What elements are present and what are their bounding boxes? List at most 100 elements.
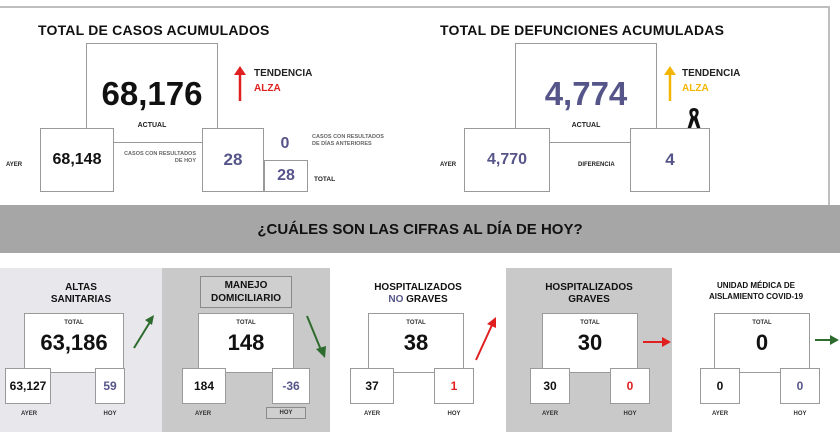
panel-hoy-box: 0 [780, 368, 820, 404]
panel-ayer-value: 184 [193, 379, 215, 393]
panel-title-line2: DOMICILIARIO [211, 293, 281, 304]
panel-ayer-label: AYER [363, 411, 381, 417]
cases-trend-up-arrow-icon [234, 66, 246, 101]
panel-hoy-box: 59 [95, 368, 125, 404]
panel-ayer-box: 63,127 [5, 368, 51, 404]
cases-today-results-label: CASOS CON RESULTADOS DE HOY [124, 151, 196, 164]
deaths-actual-box: 4,774 ACTUAL [515, 43, 657, 143]
panel-hoy-box: 1 [434, 368, 474, 404]
panel-title-line1: UNIDAD MÉDICA DE [717, 281, 795, 290]
cases-previous-days-label: CASOS CON RESULTADOS DE DÍAS ANTERIORES [312, 134, 384, 147]
panel-total-value: 38 [403, 330, 429, 355]
panel-title-line2: GRAVES [568, 294, 610, 305]
panel-total-label: TOTAL [64, 320, 84, 326]
panel-hoy-box: 0 [610, 368, 650, 404]
panel-total-label: TOTAL [406, 320, 426, 326]
panel-ayer-label: AYER [711, 411, 729, 417]
question-banner: ¿CUÁLES SON LAS CIFRAS AL DÍA DE HOY? [0, 205, 840, 253]
panel-hospitalizados-no-graves: HOSPITALIZADOS NO GRAVES TOTAL 38 37 1 A… [330, 268, 506, 432]
panel-total-label: TOTAL [580, 320, 600, 326]
trend-up-arrow-icon [133, 315, 154, 349]
panel-manejo-domiciliario: MANEJO DOMICILIARIO TOTAL 148 184 -36 AY… [162, 268, 330, 432]
panel-total-label: TOTAL [752, 320, 772, 326]
panel-title-line2: AISLAMIENTO COVID-19 [708, 292, 804, 301]
panel-ayer-box: 184 [182, 368, 226, 404]
panel-unidad-aislamiento: UNIDAD MÉDICA DE AISLAMIENTO COVID-19 TO… [672, 268, 840, 432]
cases-total-box: 28 [264, 160, 308, 192]
cases-trend-value: ALZA [254, 83, 281, 94]
panel-altas-sanitarias: ALTAS SANITARIAS TOTAL 63,186 63,127 59 … [0, 268, 162, 432]
panel-total-value: 63,186 [40, 330, 108, 355]
panel-hoy-value: 0 [796, 379, 804, 393]
panel-total-box: TOTAL 148 [198, 313, 294, 373]
cases-actual-label: ACTUAL [137, 122, 167, 129]
trend-flat-arrow-icon [815, 335, 839, 345]
mourning-ribbon-icon [687, 108, 701, 131]
cases-yesterday-box: 68,148 [40, 128, 114, 192]
panel-hoy-tag [266, 407, 306, 419]
panel-hoy-label: HOY [623, 411, 637, 417]
panel-hoy-label: HOY [447, 411, 461, 417]
panel-hoy-value: 1 [450, 379, 458, 393]
panel-ayer-value: 37 [365, 379, 379, 393]
deaths-trend-label: TENDENCIA [682, 68, 741, 79]
panel-title-line2: SANITARIAS [50, 294, 112, 305]
deaths-trend-value: ALZA [682, 83, 709, 94]
panel-ayer-box: 37 [350, 368, 394, 404]
panel-total-box: TOTAL 63,186 [24, 313, 124, 373]
panel-hoy-label: HOY [279, 410, 293, 416]
cases-yesterday-value: 68,148 [52, 151, 102, 168]
panel-hoy-label: HOY [793, 411, 807, 417]
deaths-yesterday-box: 4,770 [464, 128, 550, 192]
panel-ayer-box: 30 [530, 368, 570, 404]
panel-title-graves: GRAVES [403, 294, 448, 305]
deaths-difference-label: DIFERENCIA [578, 162, 615, 168]
trend-flat-arrow-icon [643, 337, 671, 347]
deaths-actual-value: 4,774 [544, 75, 628, 112]
cases-today-results-box: 28 [202, 128, 264, 192]
deaths-yesterday-value: 4,770 [486, 151, 528, 168]
deaths-trend-up-arrow-icon [664, 66, 676, 101]
panel-title-box [200, 276, 292, 308]
panel-total-value: 148 [227, 330, 265, 355]
cases-trend-label: TENDENCIA [254, 68, 313, 79]
panel-title-line1: HOSPITALIZADOS [374, 282, 462, 293]
panel-total-label: TOTAL [236, 320, 256, 326]
panel-hoy-box: -36 [272, 368, 310, 404]
cases-previous-days-value: 0 [280, 135, 290, 152]
deaths-difference-box: 4 [630, 128, 710, 192]
panel-ayer-value: 0 [716, 379, 724, 393]
cases-actual-value: 68,176 [101, 75, 203, 112]
panel-ayer-label: AYER [541, 411, 559, 417]
panel-hoy-label: HOY [103, 411, 117, 417]
cases-actual-box: 68,176 ACTUAL [86, 43, 218, 143]
panel-total-box: TOTAL 0 [714, 313, 810, 373]
panel-ayer-box: 0 [700, 368, 740, 404]
panel-title-line1: MANEJO [224, 280, 268, 291]
top-divider [0, 6, 830, 8]
panel-ayer-label: AYER [20, 411, 38, 417]
cases-yesterday-label: AYER [6, 162, 23, 168]
cases-title: TOTAL DE CASOS ACUMULADOS [38, 22, 270, 38]
deaths-title: TOTAL DE DEFUNCIONES ACUMULADAS [440, 22, 725, 38]
panel-ayer-value: 63,127 [9, 379, 47, 393]
panel-ayer-label: AYER [194, 411, 212, 417]
panel-hoy-value: -36 [282, 379, 300, 393]
panel-total-value: 0 [755, 330, 769, 355]
trend-up-arrow-icon [475, 317, 496, 361]
panel-hoy-value: 59 [103, 379, 117, 393]
panel-title-line1: ALTAS [65, 282, 97, 293]
deaths-actual-label: ACTUAL [571, 122, 601, 129]
right-divider [828, 6, 830, 206]
panel-title-line1: HOSPITALIZADOS [545, 282, 633, 293]
panel-hospitalizados-graves: HOSPITALIZADOS GRAVES TOTAL 30 30 0 AYER… [506, 268, 672, 432]
panel-title-line2: NO GRAVES [330, 294, 506, 306]
deaths-yesterday-label: AYER [440, 162, 457, 168]
panel-ayer-value: 30 [543, 379, 557, 393]
trend-down-arrow-icon [306, 315, 326, 358]
panel-title-no: NO [388, 294, 404, 305]
panel-total-box: TOTAL 30 [542, 313, 638, 373]
panel-total-value: 30 [577, 330, 603, 355]
cases-total-label: TOTAL [314, 176, 336, 183]
deaths-difference-value: 4 [665, 150, 675, 169]
